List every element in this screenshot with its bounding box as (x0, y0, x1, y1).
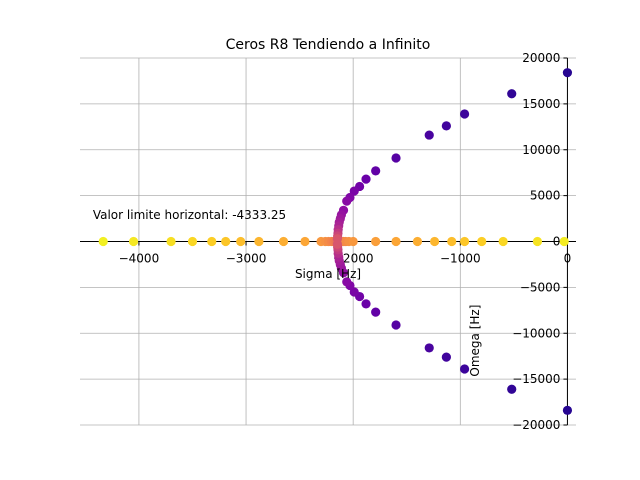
lower-zero-point-3 (441, 352, 451, 362)
real-zero-point-8 (278, 236, 289, 247)
real-zero-point-0 (98, 236, 108, 247)
lower-zero-point-2 (459, 364, 470, 374)
data-points (98, 68, 573, 415)
real-zero-point-9 (300, 236, 310, 247)
real-zero-point-22 (348, 236, 358, 247)
real-zero-point-7 (254, 236, 264, 247)
real-zero-point-6 (236, 236, 246, 247)
real-zero-point-32 (559, 236, 569, 247)
y-tick-label-4: 0 (553, 235, 561, 249)
real-zero-point-25 (412, 236, 423, 247)
real-zero-point-4 (207, 236, 217, 247)
x-axis-ticks: −4000 −3000 −2000 −1000 0 (119, 241, 572, 266)
y-tick-label-6: −10000 (512, 326, 560, 340)
real-zero-point-30 (498, 236, 508, 247)
upper-zero-point-3 (441, 121, 451, 131)
y-tick-label-3: 5000 (530, 189, 561, 203)
upper-zero-point-7 (361, 174, 371, 184)
lower-zero-point-7 (361, 299, 371, 309)
upper-zero-point-11 (342, 196, 352, 206)
real-zero-point-3 (187, 236, 198, 247)
real-zero-point-23 (371, 236, 381, 247)
upper-zero-point-5 (391, 153, 401, 163)
x-tick-label-0: −4000 (119, 252, 160, 266)
real-zero-point-1 (128, 236, 139, 247)
lower-zero-point-0 (562, 405, 573, 415)
y-tick-label-8: −20000 (512, 418, 560, 432)
x-axis-label: Sigma [Hz] (295, 267, 361, 281)
y-tick-label-0: 20000 (522, 51, 560, 65)
lower-zero-point-6 (371, 307, 381, 317)
upper-zero-point-1 (507, 89, 517, 99)
real-zero-point-28 (459, 236, 470, 247)
x-tick-label-3: −1000 (440, 252, 481, 266)
upper-zero-point-4 (424, 130, 434, 140)
y-tick-label-5: −5000 (520, 280, 561, 294)
lower-zero-point-11 (342, 277, 352, 287)
y-axis-label: Omega [Hz] (468, 305, 482, 377)
y-tick-label-2: 10000 (522, 143, 560, 157)
real-zero-point-31 (532, 236, 543, 247)
real-zero-point-2 (166, 236, 176, 247)
y-tick-label-7: −15000 (512, 372, 560, 386)
real-zero-point-5 (221, 236, 231, 247)
y-tick-label-1: 15000 (522, 97, 560, 111)
real-zero-point-24 (391, 236, 401, 247)
lower-zero-point-4 (424, 343, 434, 353)
limit-annotation: Valor limite horizontal: -4333.25 (93, 208, 286, 222)
upper-zero-point-0 (562, 68, 573, 78)
real-zero-point-26 (429, 236, 440, 247)
lower-zero-point-1 (507, 384, 517, 394)
lower-zero-point-20 (332, 239, 343, 249)
chart-title: Ceros R8 Tendiendo a Infinito (226, 37, 431, 53)
real-zero-point-29 (477, 236, 487, 247)
real-zero-point-27 (447, 236, 457, 247)
y-axis-ticks: 20000 15000 10000 5000 0 −5000 −10000 −15000 −20… (512, 51, 568, 432)
upper-zero-point-2 (459, 109, 470, 119)
upper-zero-point-6 (371, 166, 381, 176)
lower-zero-point-5 (391, 320, 401, 330)
x-tick-label-4: 0 (564, 252, 572, 266)
x-tick-label-1: −3000 (226, 252, 267, 266)
